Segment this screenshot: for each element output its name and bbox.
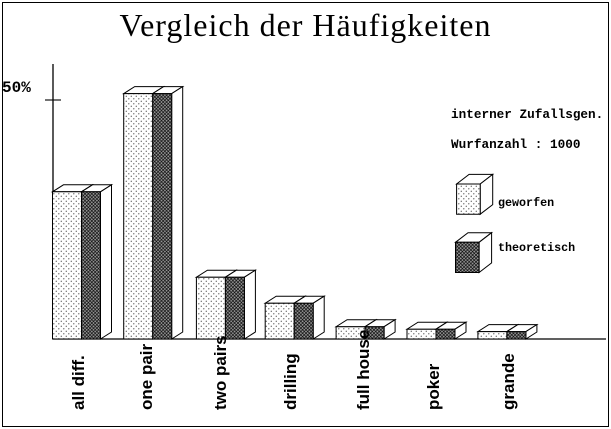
svg-text:50%: 50%: [2, 79, 31, 97]
svg-text:theoretisch: theoretisch: [498, 241, 575, 255]
svg-text:interner Zufallsgen.: interner Zufallsgen.: [451, 107, 603, 122]
svg-text:Wurfanzahl : 1000: Wurfanzahl : 1000: [451, 137, 580, 152]
svg-text:geworfen: geworfen: [498, 196, 554, 210]
